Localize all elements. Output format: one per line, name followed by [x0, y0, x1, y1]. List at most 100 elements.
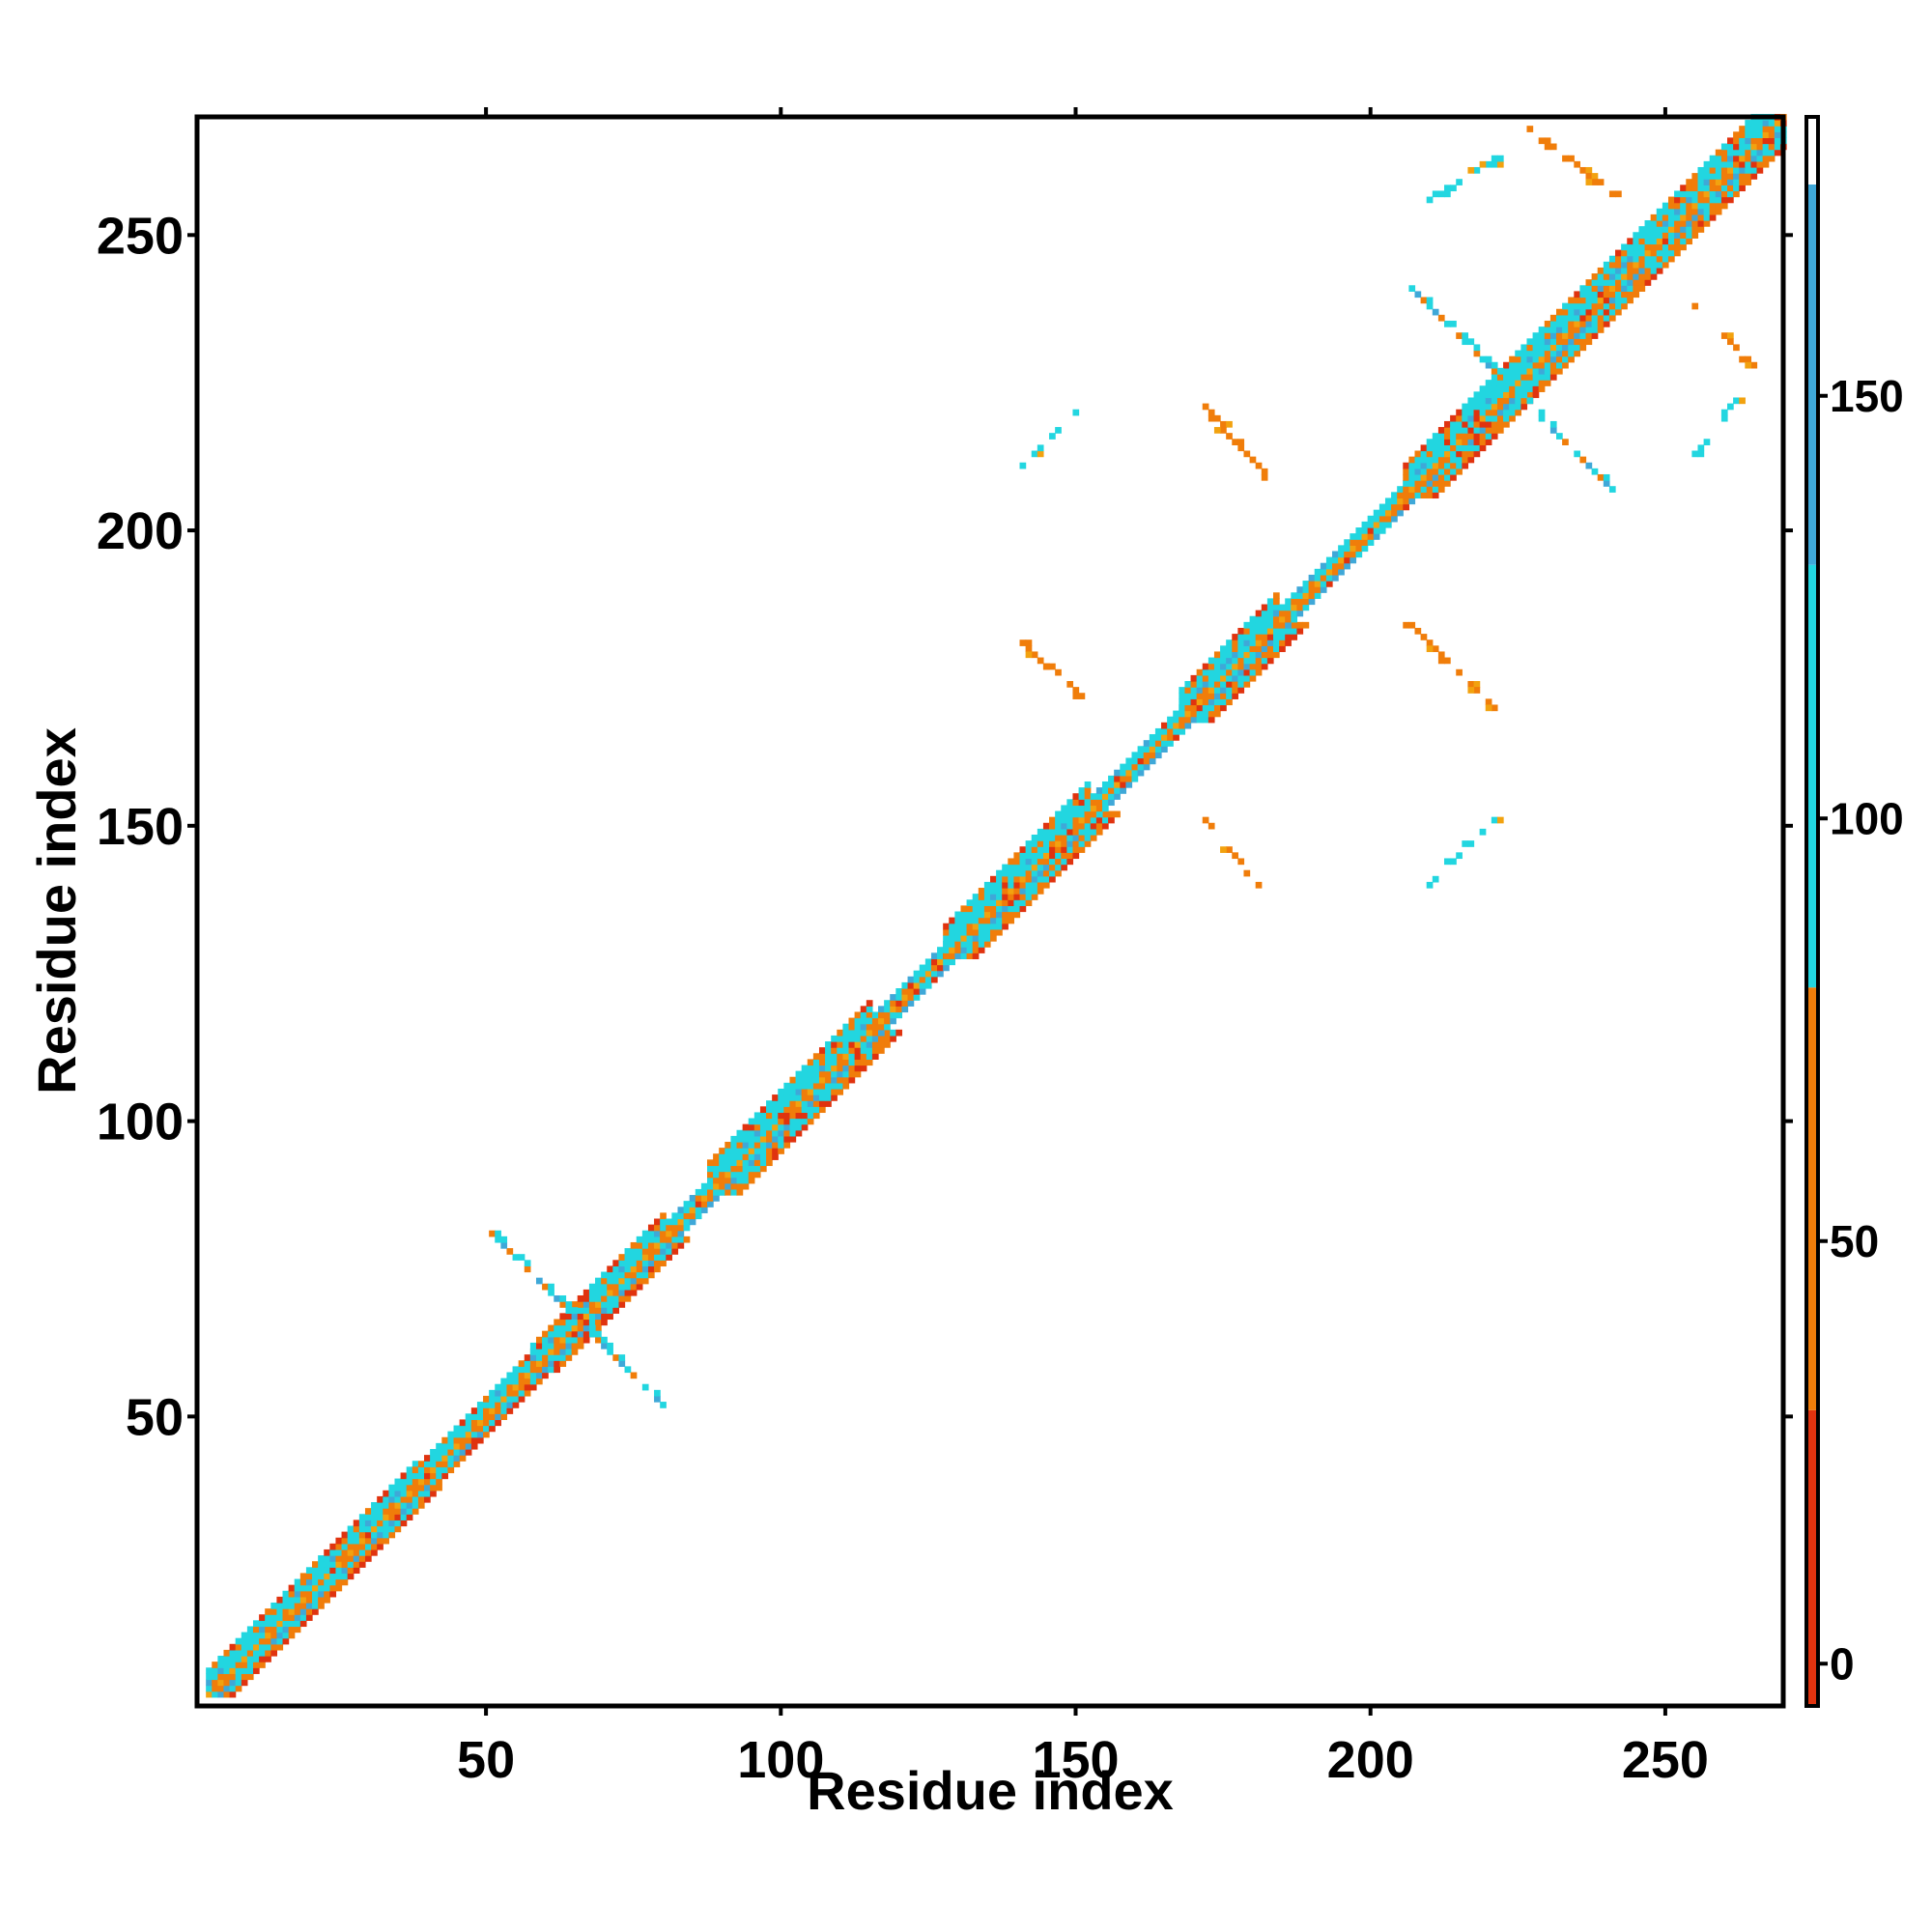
- heatmap-cell: [1202, 681, 1209, 688]
- heatmap-cell: [1078, 835, 1086, 841]
- heatmap-cell: [1261, 639, 1268, 646]
- heatmap-cell: [1220, 651, 1227, 659]
- heatmap-cell: [1120, 769, 1126, 777]
- heatmap-cell: [565, 1301, 573, 1308]
- heatmap-cell: [223, 1679, 231, 1687]
- heatmap-cell: [689, 1212, 696, 1220]
- heatmap-cell: [618, 1301, 626, 1308]
- heatmap-cell: [1291, 604, 1298, 611]
- heatmap-cell: [954, 917, 962, 924]
- heatmap-cell: [1019, 869, 1027, 877]
- heatmap-cell: [1391, 503, 1398, 511]
- x-tick-label: 200: [1327, 1731, 1414, 1789]
- heatmap-cell: [1680, 208, 1687, 215]
- heatmap-cell: [1114, 775, 1121, 782]
- heatmap-cell: [1467, 397, 1475, 405]
- heatmap-cell: [1496, 385, 1504, 392]
- heatmap-cell: [778, 1106, 784, 1114]
- heatmap-cell: [612, 1277, 620, 1285]
- heatmap-cell: [1473, 433, 1481, 440]
- heatmap-cell: [329, 1567, 337, 1575]
- heatmap-cell: [654, 1395, 661, 1403]
- heatmap-cell: [778, 1088, 784, 1095]
- heatmap-cell: [500, 1389, 508, 1397]
- heatmap-cell: [394, 1478, 402, 1486]
- heatmap-cell: [1149, 752, 1156, 759]
- heatmap-cell: [660, 1230, 667, 1237]
- heatmap-cell: [441, 1436, 449, 1444]
- heatmap-cell: [707, 1201, 714, 1208]
- heatmap-cell: [417, 1466, 425, 1474]
- heatmap-cell: [647, 1236, 655, 1243]
- heatmap-cell: [364, 1531, 372, 1539]
- heatmap-cell: [772, 1148, 779, 1154]
- heatmap-cell: [506, 1402, 514, 1408]
- heatmap-cell: [1662, 226, 1669, 233]
- heatmap-cell: [1450, 320, 1457, 327]
- heatmap-cell: [495, 1413, 501, 1421]
- heatmap-cell: [1237, 663, 1245, 670]
- heatmap-cell: [671, 1224, 679, 1232]
- heatmap-cell: [1745, 131, 1752, 139]
- heatmap-cell: [1633, 285, 1640, 292]
- heatmap-cell: [341, 1573, 349, 1580]
- heatmap-cell: [1638, 226, 1646, 233]
- heatmap-cell: [1226, 639, 1233, 646]
- heatmap-cell: [1680, 226, 1687, 233]
- heatmap-cell: [288, 1584, 296, 1592]
- heatmap-cell: [1603, 308, 1610, 316]
- heatmap-cell: [595, 1289, 602, 1296]
- heatmap-cell: [1190, 710, 1198, 718]
- colorbar-tick-label: 100: [1830, 793, 1904, 843]
- heatmap-cell: [1750, 160, 1758, 168]
- heatmap-cell: [1686, 179, 1692, 185]
- heatmap-cell: [512, 1389, 520, 1397]
- heatmap-cell: [1367, 515, 1375, 523]
- heatmap-cell: [930, 964, 938, 972]
- heatmap-cell: [1656, 220, 1663, 227]
- heatmap-cell: [1008, 899, 1015, 906]
- heatmap-cell: [1437, 456, 1445, 464]
- heatmap-cell: [1066, 805, 1074, 812]
- heatmap-cell: [730, 1171, 738, 1179]
- heatmap-cell: [1002, 899, 1009, 906]
- heatmap-cell: [1656, 255, 1663, 263]
- heatmap-cell: [1739, 137, 1746, 145]
- heatmap-cell: [1603, 291, 1610, 298]
- heatmap-cell: [459, 1448, 467, 1456]
- heatmap-cell: [1520, 367, 1528, 375]
- heatmap-cell: [837, 1088, 843, 1095]
- heatmap-cell: [377, 1502, 384, 1509]
- heatmap-cell: [960, 941, 968, 948]
- heatmap-cell: [1667, 202, 1675, 210]
- heatmap-cell: [748, 1165, 755, 1173]
- heatmap-cell: [618, 1283, 626, 1291]
- heatmap-cell: [559, 1319, 567, 1326]
- heatmap-cell: [937, 964, 944, 972]
- heatmap-cell: [1597, 291, 1605, 298]
- heatmap-cell: [641, 1254, 649, 1261]
- heatmap-cell: [1049, 858, 1056, 866]
- heatmap-cell: [660, 1241, 667, 1249]
- heatmap-cell: [753, 1148, 761, 1154]
- heatmap-cell: [383, 1495, 389, 1503]
- heatmap-cell: [1444, 456, 1451, 464]
- heatmap-cell: [1739, 173, 1746, 180]
- heatmap-cell: [1055, 858, 1062, 866]
- heatmap-cell: [459, 1442, 467, 1450]
- heatmap-cell: [1279, 604, 1286, 611]
- heatmap-cell: [1662, 232, 1669, 239]
- heatmap-cell: [1403, 480, 1409, 487]
- heatmap-cell: [529, 1360, 537, 1367]
- heatmap-cell: [529, 1366, 537, 1374]
- heatmap-cell: [217, 1656, 225, 1662]
- heatmap-cell: [341, 1543, 349, 1550]
- heatmap-cell: [1220, 846, 1227, 853]
- heatmap-cell: [1691, 220, 1699, 227]
- heatmap-cell: [860, 1065, 867, 1072]
- heatmap-cell: [1208, 668, 1215, 676]
- heatmap-cell: [1261, 621, 1268, 629]
- heatmap-cell: [1426, 302, 1434, 310]
- heatmap-cell: [1408, 621, 1416, 629]
- heatmap-cell: [1549, 427, 1557, 434]
